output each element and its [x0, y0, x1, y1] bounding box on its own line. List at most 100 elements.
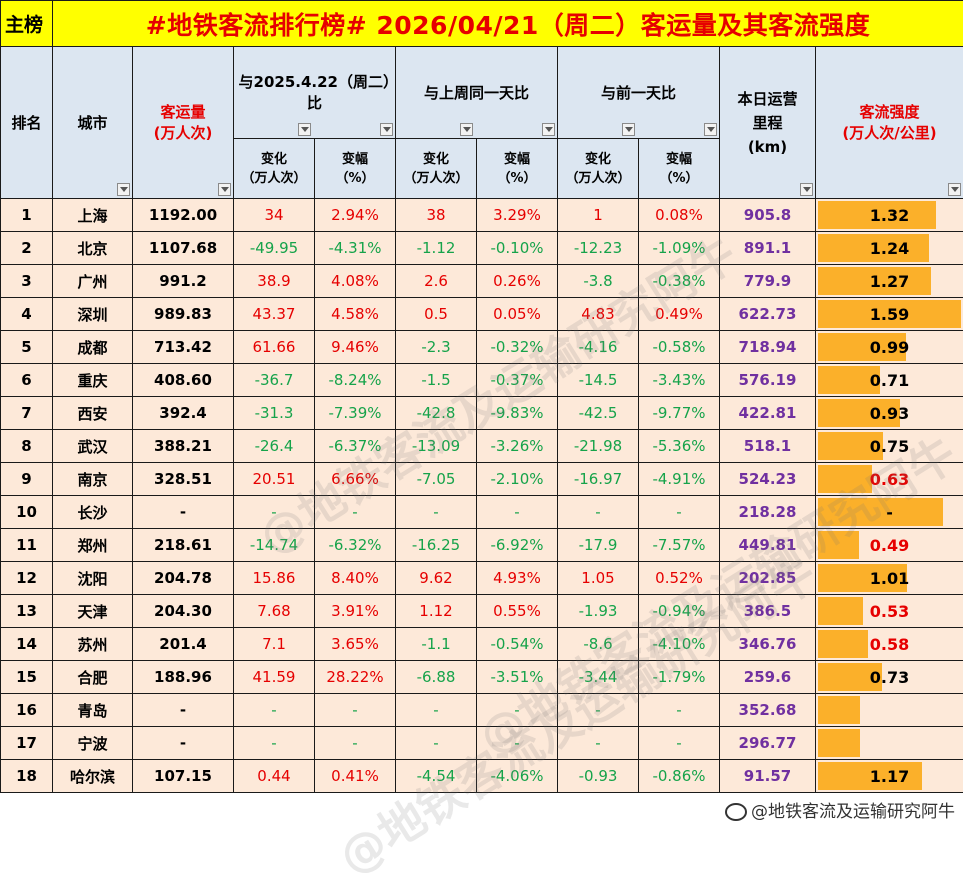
intensity-value: 1.59: [870, 305, 909, 324]
yoy-change-cell: 15.86: [234, 562, 315, 595]
title-tag: 主榜: [1, 1, 53, 47]
intensity-cell: 0.73: [816, 661, 963, 694]
filter-dropdown-icon[interactable]: [380, 123, 393, 136]
ranking-table: 主榜 #地铁客流排行榜# 2026/04/21（周二）客运量及其客流强度 排名 …: [0, 0, 963, 793]
yoy-change-cell: 38.9: [234, 265, 315, 298]
intensity-bar: [818, 696, 860, 724]
filter-dropdown-icon[interactable]: [800, 183, 813, 196]
yoy-pct-cell: -: [315, 727, 396, 760]
wow-pct-cell: -2.10%: [477, 463, 558, 496]
intensity-cell: 1.59: [816, 298, 963, 331]
mileage-cell: 259.6: [720, 661, 816, 694]
volume-cell: 204.30: [133, 595, 234, 628]
header-intensity[interactable]: 客流强度 (万人次/公里): [816, 47, 963, 199]
volume-cell: 392.4: [133, 397, 234, 430]
header-pct: 变幅 （%）: [477, 139, 558, 199]
wow-pct-cell: -: [477, 727, 558, 760]
dod-change-cell: -8.6: [558, 628, 639, 661]
mileage-cell: 449.81: [720, 529, 816, 562]
intensity-cell: -: [816, 496, 963, 529]
filter-dropdown-icon[interactable]: [117, 183, 130, 196]
wow-pct-cell: -6.92%: [477, 529, 558, 562]
mileage-cell: 718.94: [720, 331, 816, 364]
volume-cell: 713.42: [133, 331, 234, 364]
wow-change-cell: -42.8: [396, 397, 477, 430]
wow-pct-cell: -0.10%: [477, 232, 558, 265]
dod-change-cell: 1.05: [558, 562, 639, 595]
wow-pct-cell: 4.93%: [477, 562, 558, 595]
filter-dropdown-icon[interactable]: [218, 183, 231, 196]
dod-pct-cell: -5.36%: [639, 430, 720, 463]
wow-change-cell: -4.54: [396, 760, 477, 793]
header-vs-last-year[interactable]: 与2025.4.22（周二）比: [234, 47, 396, 139]
dod-pct-cell: -1.09%: [639, 232, 720, 265]
mileage-cell: 202.85: [720, 562, 816, 595]
intensity-cell: 0.58: [816, 628, 963, 661]
dod-pct-cell: 0.52%: [639, 562, 720, 595]
intensity-value: 1.17: [870, 767, 909, 786]
header-change: 变化 （万人次）: [396, 139, 477, 199]
city-cell: 天津: [53, 595, 133, 628]
yoy-pct-cell: -8.24%: [315, 364, 396, 397]
yoy-pct-cell: -6.32%: [315, 529, 396, 562]
filter-dropdown-icon[interactable]: [704, 123, 717, 136]
yoy-pct-cell: 0.41%: [315, 760, 396, 793]
yoy-pct-cell: 4.08%: [315, 265, 396, 298]
intensity-value: 0.58: [870, 635, 909, 654]
header-vs-prev-day[interactable]: 与前一天比: [558, 47, 720, 139]
intensity-value: 0.93: [870, 404, 909, 423]
yoy-pct-cell: 4.58%: [315, 298, 396, 331]
city-cell: 宁波: [53, 727, 133, 760]
header-volume[interactable]: 客运量 (万人次): [133, 47, 234, 199]
intensity-bar: [818, 465, 872, 493]
city-cell: 苏州: [53, 628, 133, 661]
mileage-cell: 891.1: [720, 232, 816, 265]
wow-pct-cell: -0.32%: [477, 331, 558, 364]
rank-cell: 2: [1, 232, 53, 265]
header-city[interactable]: 城市: [53, 47, 133, 199]
filter-dropdown-icon[interactable]: [298, 123, 311, 136]
yoy-pct-cell: -6.37%: [315, 430, 396, 463]
city-cell: 广州: [53, 265, 133, 298]
header-change: 变化 （万人次）: [558, 139, 639, 199]
header-mileage[interactable]: 本日运营 里程 (km): [720, 47, 816, 199]
dod-pct-cell: -: [639, 496, 720, 529]
intensity-cell: 0.93: [816, 397, 963, 430]
dod-change-cell: -: [558, 496, 639, 529]
wow-change-cell: -: [396, 496, 477, 529]
intensity-cell: [816, 694, 963, 727]
intensity-bar: [818, 597, 863, 625]
wow-pct-cell: -0.37%: [477, 364, 558, 397]
dod-change-cell: -3.44: [558, 661, 639, 694]
dod-change-cell: 4.83: [558, 298, 639, 331]
credit-text: @地铁客流及运输研究阿牛: [751, 802, 955, 822]
wow-pct-cell: -4.06%: [477, 760, 558, 793]
filter-dropdown-icon[interactable]: [460, 123, 473, 136]
filter-dropdown-icon[interactable]: [622, 123, 635, 136]
filter-dropdown-icon[interactable]: [542, 123, 555, 136]
wow-pct-cell: 3.29%: [477, 199, 558, 232]
yoy-change-cell: 34: [234, 199, 315, 232]
credit: @地铁客流及运输研究阿牛: [725, 797, 955, 822]
dod-pct-cell: -0.86%: [639, 760, 720, 793]
filter-dropdown-icon[interactable]: [948, 183, 961, 196]
wow-change-cell: -2.3: [396, 331, 477, 364]
volume-cell: 107.15: [133, 760, 234, 793]
wow-pct-cell: -: [477, 496, 558, 529]
rank-cell: 5: [1, 331, 53, 364]
rank-cell: 7: [1, 397, 53, 430]
weibo-icon: [725, 803, 747, 821]
intensity-bar: [818, 531, 859, 559]
page-title: #地铁客流排行榜# 2026/04/21（周二）客运量及其客流强度: [53, 1, 963, 47]
dod-change-cell: -: [558, 694, 639, 727]
city-cell: 北京: [53, 232, 133, 265]
header-vs-last-week[interactable]: 与上周同一天比: [396, 47, 558, 139]
wow-pct-cell: -9.83%: [477, 397, 558, 430]
rank-cell: 6: [1, 364, 53, 397]
dod-pct-cell: -9.77%: [639, 397, 720, 430]
